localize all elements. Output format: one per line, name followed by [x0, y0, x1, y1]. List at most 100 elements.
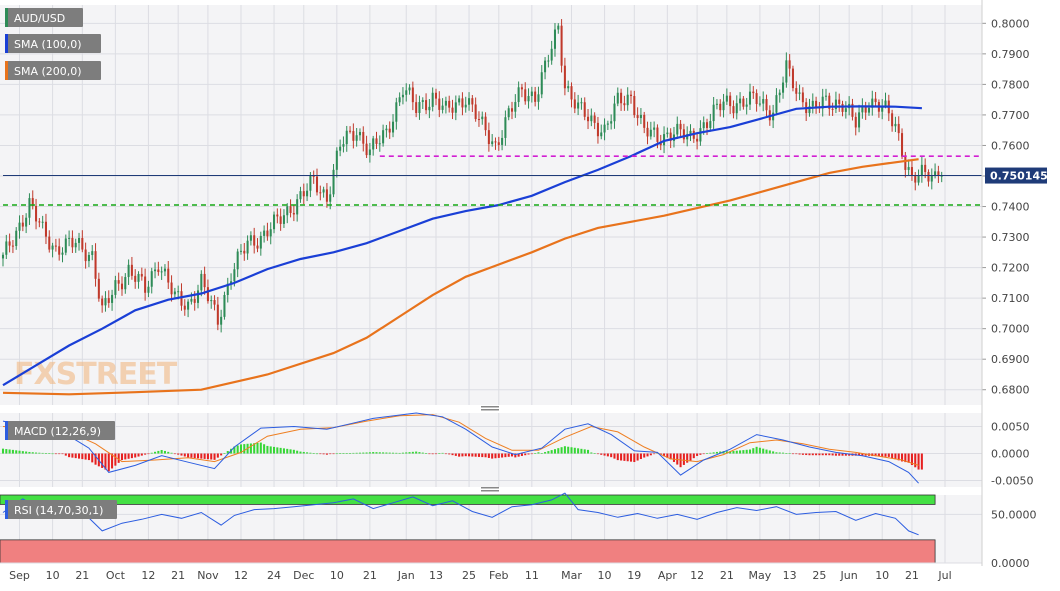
- candle-body[interactable]: [154, 269, 157, 272]
- candle-body[interactable]: [719, 103, 722, 111]
- candle-body[interactable]: [834, 99, 837, 110]
- candle-body[interactable]: [114, 280, 117, 295]
- candle-body[interactable]: [401, 94, 404, 98]
- candle-body[interactable]: [286, 206, 289, 216]
- candle-body[interactable]: [216, 304, 219, 325]
- candle-body[interactable]: [801, 92, 804, 103]
- candle-body[interactable]: [28, 198, 31, 218]
- candle-body[interactable]: [725, 95, 728, 102]
- candle-body[interactable]: [867, 107, 871, 113]
- candle-body[interactable]: [471, 98, 474, 105]
- candle-body[interactable]: [104, 298, 107, 306]
- candle-body[interactable]: [874, 98, 877, 103]
- candle-body[interactable]: [309, 175, 312, 191]
- candle-body[interactable]: [375, 138, 378, 144]
- candle-body[interactable]: [21, 222, 24, 227]
- candle-body[interactable]: [537, 94, 540, 102]
- candle-body[interactable]: [226, 283, 229, 295]
- candle-body[interactable]: [382, 130, 385, 144]
- candle-body[interactable]: [487, 130, 490, 145]
- candle-body[interactable]: [653, 127, 656, 130]
- candle-body[interactable]: [646, 127, 649, 137]
- candle-body[interactable]: [894, 123, 897, 127]
- candle-body[interactable]: [547, 60, 550, 62]
- candle-body[interactable]: [838, 99, 841, 104]
- candle-body[interactable]: [458, 98, 461, 103]
- candle-body[interactable]: [325, 189, 328, 202]
- candle-body[interactable]: [378, 143, 381, 145]
- candle-body[interactable]: [107, 298, 110, 303]
- candle-body[interactable]: [438, 98, 441, 110]
- candle-body[interactable]: [454, 102, 457, 113]
- candle-body[interactable]: [38, 221, 41, 223]
- candle-body[interactable]: [319, 192, 322, 194]
- candle-body[interactable]: [299, 191, 302, 200]
- candle-body[interactable]: [904, 156, 907, 170]
- candle-body[interactable]: [491, 141, 494, 145]
- candle-body[interactable]: [68, 237, 71, 239]
- candle-body[interactable]: [11, 245, 14, 247]
- candle-body[interactable]: [557, 25, 560, 30]
- candle-body[interactable]: [841, 103, 844, 112]
- candle-body[interactable]: [408, 87, 411, 91]
- candle-body[interactable]: [163, 268, 166, 272]
- candle-body[interactable]: [276, 214, 279, 217]
- candle-body[interactable]: [927, 171, 930, 182]
- candle-body[interactable]: [778, 92, 781, 96]
- candle-body[interactable]: [269, 229, 272, 237]
- candle-body[interactable]: [560, 25, 563, 66]
- candle-body[interactable]: [372, 138, 375, 150]
- panel-resize-handle[interactable]: [481, 487, 499, 489]
- candle-body[interactable]: [468, 98, 471, 105]
- candle-body[interactable]: [907, 167, 910, 170]
- candle-body[interactable]: [828, 95, 831, 109]
- candle-body[interactable]: [924, 164, 927, 172]
- candle-body[interactable]: [636, 115, 639, 119]
- candle-body[interactable]: [54, 245, 57, 247]
- candle-body[interactable]: [385, 128, 388, 131]
- candle-body[interactable]: [329, 194, 332, 202]
- candle-body[interactable]: [540, 72, 543, 95]
- candle-body[interactable]: [84, 249, 87, 262]
- candle-body[interactable]: [187, 301, 190, 310]
- candle-body[interactable]: [620, 92, 623, 104]
- candle-body[interactable]: [31, 198, 34, 207]
- candle-body[interactable]: [206, 287, 209, 302]
- candle-body[interactable]: [461, 98, 464, 108]
- candle-body[interactable]: [629, 94, 633, 97]
- candle-body[interactable]: [332, 169, 335, 195]
- candle-body[interactable]: [51, 245, 54, 250]
- candle-body[interactable]: [758, 103, 761, 105]
- candle-body[interactable]: [183, 305, 186, 310]
- candle-body[interactable]: [223, 294, 226, 317]
- candle-body[interactable]: [5, 241, 8, 255]
- candle-body[interactable]: [748, 91, 752, 105]
- candle-body[interactable]: [134, 275, 137, 282]
- panel-resize-handle[interactable]: [481, 490, 499, 492]
- candle-body[interactable]: [203, 273, 206, 288]
- candle-body[interactable]: [421, 100, 424, 103]
- candle-body[interactable]: [881, 105, 884, 112]
- panel-resize-handle[interactable]: [481, 406, 499, 408]
- candle-body[interactable]: [196, 290, 200, 303]
- candle-body[interactable]: [477, 119, 480, 121]
- candle-body[interactable]: [233, 269, 236, 282]
- candle-body[interactable]: [87, 254, 90, 262]
- candle-body[interactable]: [858, 112, 861, 128]
- candle-body[interactable]: [864, 105, 867, 113]
- candle-body[interactable]: [312, 175, 315, 177]
- candle-body[interactable]: [431, 92, 434, 107]
- candle-body[interactable]: [395, 102, 398, 122]
- candle-body[interactable]: [745, 104, 748, 107]
- candle-body[interactable]: [362, 131, 365, 144]
- candle-body[interactable]: [920, 164, 923, 176]
- candle-body[interactable]: [464, 104, 467, 108]
- candle-body[interactable]: [623, 103, 626, 106]
- candle-body[interactable]: [35, 206, 38, 222]
- candle-body[interactable]: [97, 278, 100, 299]
- candle-body[interactable]: [808, 106, 811, 114]
- candle-body[interactable]: [77, 237, 81, 243]
- candle-body[interactable]: [349, 130, 352, 132]
- candle-body[interactable]: [682, 129, 685, 140]
- candle-body[interactable]: [266, 230, 269, 237]
